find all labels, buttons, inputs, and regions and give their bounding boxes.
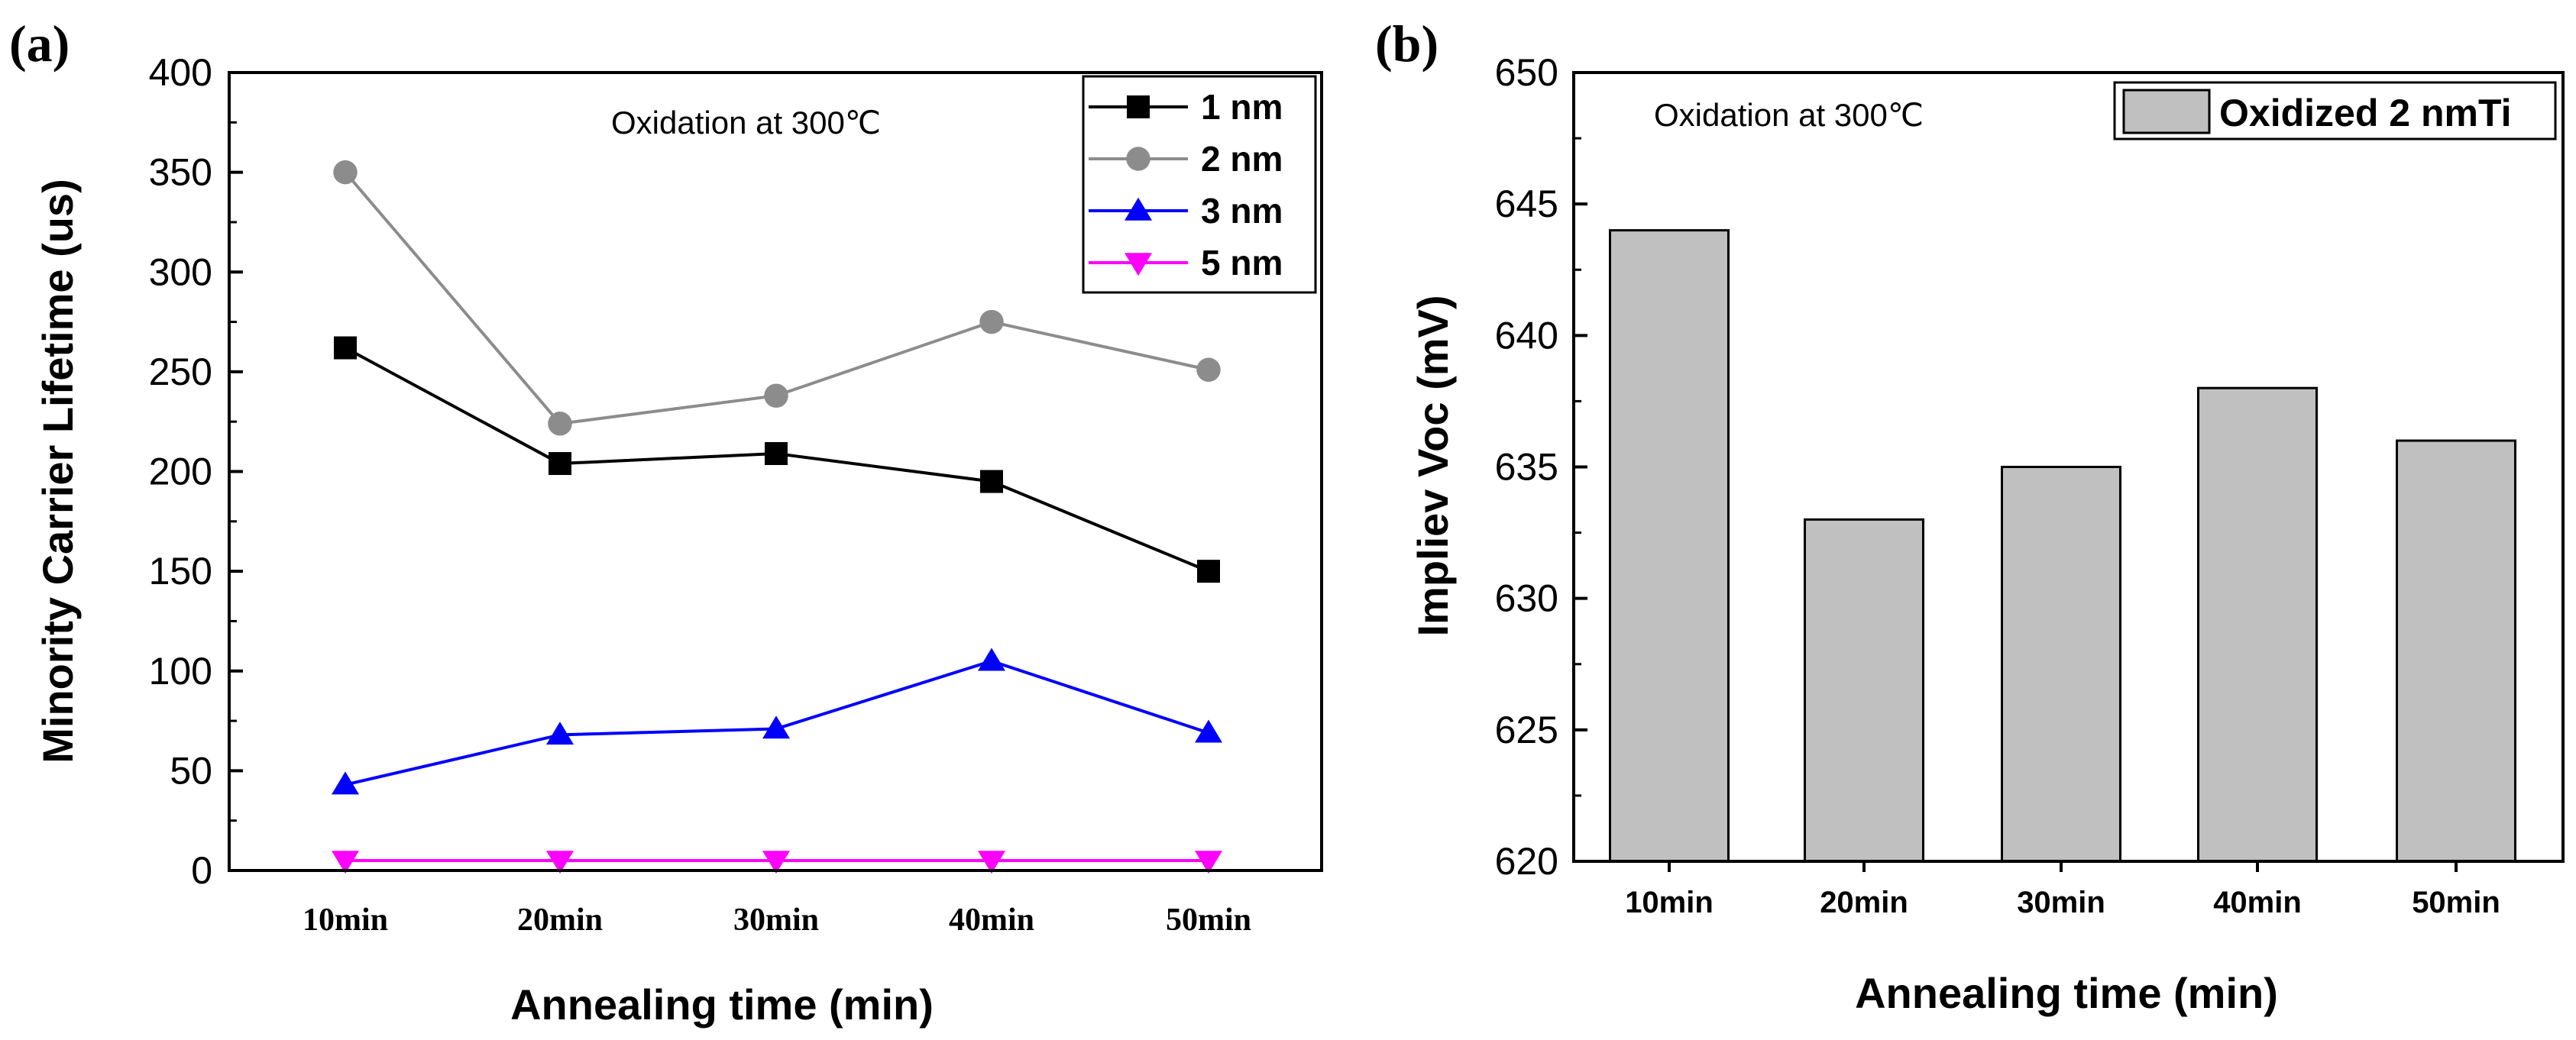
a-y-tick-label: 400 bbox=[149, 51, 212, 94]
a-x-tick-label: 30min bbox=[733, 903, 819, 938]
a-annotation: Oxidation at 300℃ bbox=[611, 105, 881, 140]
a-data-point bbox=[546, 851, 574, 874]
a-y-tick-label: 150 bbox=[149, 550, 212, 593]
a-data-point bbox=[548, 412, 572, 436]
panel-label-a: (a) bbox=[9, 15, 70, 73]
b-bars-group bbox=[1609, 229, 2516, 863]
a-x-tick-label: 10min bbox=[303, 903, 388, 938]
b-annotation: Oxidation at 300℃ bbox=[1654, 97, 1924, 133]
b-x-axis-title: Annealing time (min) bbox=[1855, 969, 2278, 1017]
a-data-point bbox=[980, 470, 1003, 493]
a-y-tick-label: 50 bbox=[170, 749, 212, 792]
panel-label-b: (b) bbox=[1375, 15, 1438, 73]
a-y-tick-label: 300 bbox=[149, 250, 212, 293]
a-x-tick-label: 50min bbox=[1166, 903, 1251, 938]
a-data-point bbox=[1197, 560, 1220, 583]
a-data-point bbox=[762, 851, 790, 874]
a-y-tick-label: 350 bbox=[149, 151, 212, 194]
b-bar bbox=[1804, 518, 1924, 863]
a-data-point bbox=[549, 452, 571, 476]
a-data-point bbox=[333, 160, 358, 185]
a-data-point bbox=[1195, 719, 1222, 743]
a-legend: 1 nm 2 nm 3 nm 5 nm bbox=[1082, 75, 1317, 294]
b-x-tick-label: 50min bbox=[2412, 886, 2500, 919]
a-legend-label: 3 nm bbox=[1201, 191, 1283, 231]
a-data-point bbox=[764, 383, 788, 408]
b-bar bbox=[2001, 466, 2121, 863]
b-x-tick-label: 20min bbox=[1820, 886, 1908, 919]
a-x-tick-label: 20min bbox=[517, 903, 603, 938]
a-legend-marker bbox=[1127, 95, 1150, 118]
a-data-point bbox=[978, 851, 1005, 874]
a-y-tick-label: 100 bbox=[149, 650, 212, 693]
a-data-point bbox=[979, 309, 1004, 334]
a-legend-marker bbox=[1125, 253, 1152, 276]
b-legend-label: Oxidized 2 nmTi bbox=[2219, 92, 2512, 134]
b-y-tick-label: 635 bbox=[1495, 446, 1558, 489]
chart-a: (a) 0 50 100 150 200 250 300 350 400 10min 20min 30… bbox=[9, 15, 1323, 1029]
a-data-point bbox=[1195, 851, 1222, 874]
b-x-tick-label: 30min bbox=[2017, 886, 2105, 919]
a-data-point bbox=[546, 722, 574, 745]
a-plot-frame bbox=[228, 71, 1323, 872]
b-plot-frame bbox=[1572, 71, 2565, 863]
a-data-point bbox=[978, 648, 1005, 671]
a-legend-marker bbox=[1125, 197, 1152, 221]
a-legend-label: 5 nm bbox=[1201, 243, 1283, 283]
b-legend: Oxidized 2 nmTi bbox=[2113, 81, 2557, 140]
b-legend-swatch bbox=[2122, 89, 2211, 134]
a-series-group bbox=[332, 160, 1222, 874]
a-data-point bbox=[765, 441, 788, 465]
b-y-tick-label: 650 bbox=[1495, 51, 1558, 94]
a-y-tick-label: 0 bbox=[191, 849, 212, 892]
a-x-tick-label: 40min bbox=[949, 903, 1034, 938]
a-legend-label: 2 nm bbox=[1201, 139, 1283, 179]
a-data-point bbox=[762, 715, 790, 739]
chart-b: (b) 620 625 630 635 640 645 650 10min 20min 30min… bbox=[1375, 15, 2565, 1017]
a-legend-label: 1 nm bbox=[1201, 87, 1283, 127]
a-data-point bbox=[332, 771, 359, 795]
a-legend-marker bbox=[1126, 147, 1150, 171]
b-x-tick-label: 40min bbox=[2213, 886, 2302, 919]
a-data-point bbox=[1196, 357, 1221, 383]
b-y-tick-label: 625 bbox=[1495, 709, 1558, 751]
b-y-tick-label: 620 bbox=[1495, 840, 1558, 883]
a-data-point bbox=[332, 851, 359, 874]
a-y-tick-label: 200 bbox=[149, 451, 212, 493]
b-bar bbox=[1609, 229, 1730, 863]
b-y-tick-label: 630 bbox=[1495, 577, 1558, 620]
b-bar bbox=[2396, 439, 2516, 863]
b-y-tick-label: 640 bbox=[1495, 314, 1558, 357]
b-bar bbox=[2197, 386, 2318, 863]
a-x-axis-title: Annealing time (min) bbox=[510, 980, 934, 1029]
a-data-point bbox=[334, 336, 357, 360]
b-y-tick-label: 645 bbox=[1495, 182, 1558, 225]
a-legend-box bbox=[1082, 75, 1317, 294]
b-y-axis-title: Impliev Voc (mV) bbox=[1409, 295, 1457, 636]
b-ticks: 620 625 630 635 640 645 650 10min 20min 30min 40mi… bbox=[1495, 51, 2500, 919]
a-y-tick-label: 250 bbox=[149, 350, 212, 393]
b-x-tick-label: 10min bbox=[1625, 886, 1714, 919]
a-y-axis-title: Minority Carrier Lifetime (us) bbox=[34, 179, 82, 763]
a-ticks: 0 50 100 150 200 250 300 350 400 10min 20min 30min 4… bbox=[149, 51, 1251, 938]
